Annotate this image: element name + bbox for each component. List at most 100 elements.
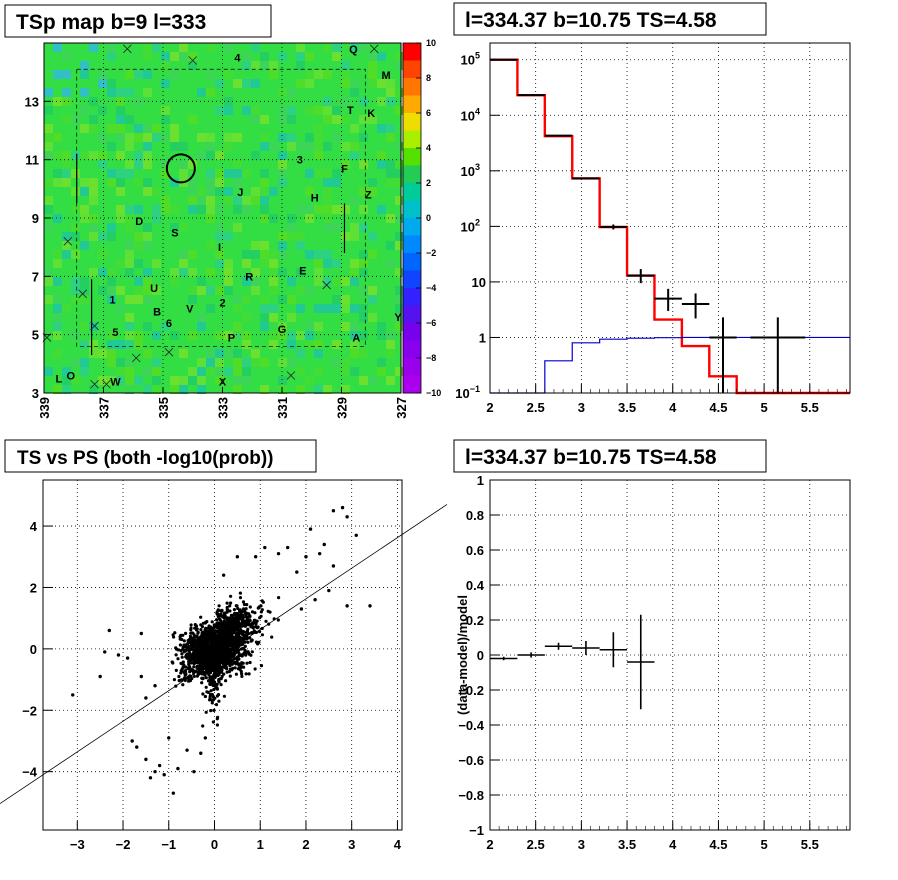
scatter-point bbox=[216, 717, 219, 720]
colorbar-tick-label: 10 bbox=[426, 38, 436, 48]
x-tick-label: 4.5 bbox=[709, 837, 727, 852]
scatter-point bbox=[243, 636, 246, 639]
scatter-point bbox=[188, 666, 191, 669]
heatmap-cell bbox=[323, 187, 332, 196]
scatter-point bbox=[218, 667, 221, 670]
heatmap-cell bbox=[80, 241, 89, 250]
scatter-point bbox=[215, 618, 218, 621]
heatmap-cell bbox=[332, 115, 341, 124]
heatmap-cell bbox=[80, 106, 89, 115]
heatmap-cell bbox=[125, 160, 134, 169]
heatmap-cell bbox=[206, 358, 215, 367]
spectrum-title: l=334.37 b=10.75 TS=4.58 bbox=[465, 9, 717, 32]
heatmap-cell bbox=[116, 304, 125, 313]
heatmap-cell bbox=[143, 295, 152, 304]
scatter-point bbox=[192, 665, 195, 668]
scatter-point bbox=[230, 614, 233, 617]
source-label: S bbox=[171, 228, 178, 240]
heatmap-cell bbox=[359, 223, 368, 232]
heatmap-cell bbox=[44, 268, 53, 277]
scatter-point bbox=[186, 657, 189, 660]
heatmap-cell bbox=[305, 331, 314, 340]
heatmap-cell bbox=[386, 88, 395, 97]
y-tick-label: 0 bbox=[477, 648, 484, 663]
colorbar-tick-label: −6 bbox=[426, 318, 436, 328]
heatmap-cell bbox=[296, 241, 305, 250]
scatter-point bbox=[209, 626, 212, 629]
scatter-point bbox=[202, 641, 205, 644]
heatmap-cell bbox=[62, 250, 71, 259]
heatmap-cell bbox=[332, 304, 341, 313]
heatmap-cell bbox=[89, 178, 98, 187]
heatmap-cell bbox=[143, 133, 152, 142]
heatmap-cell bbox=[62, 304, 71, 313]
heatmap-cell bbox=[125, 259, 134, 268]
heatmap-cell bbox=[170, 142, 179, 151]
heatmap-cell bbox=[116, 88, 125, 97]
heatmap-cell bbox=[197, 367, 206, 376]
heatmap-cell bbox=[332, 52, 341, 61]
heatmap-cell bbox=[350, 304, 359, 313]
scatter-point bbox=[251, 639, 254, 642]
scatter-point bbox=[235, 615, 238, 618]
scatter-point bbox=[236, 626, 239, 629]
scatter-point bbox=[222, 636, 225, 639]
heatmap-cell bbox=[89, 115, 98, 124]
heatmap-cell bbox=[206, 349, 215, 358]
heatmap-cell bbox=[116, 286, 125, 295]
heatmap-cell bbox=[134, 70, 143, 79]
heatmap-cell bbox=[89, 43, 98, 52]
heatmap-cell bbox=[152, 367, 161, 376]
scatter-point bbox=[233, 630, 236, 633]
heatmap-cell bbox=[125, 250, 134, 259]
scatter-point bbox=[204, 627, 207, 630]
scatter-point bbox=[209, 666, 212, 669]
scatter-point bbox=[258, 616, 261, 619]
heatmap-cell bbox=[287, 232, 296, 241]
heatmap-cell bbox=[305, 52, 314, 61]
heatmap-cell bbox=[89, 268, 98, 277]
heatmap-cell bbox=[107, 79, 116, 88]
scatter-point bbox=[192, 649, 195, 652]
x-tick-label: 4.5 bbox=[709, 400, 727, 415]
scatter-point bbox=[247, 650, 250, 653]
heatmap-cell bbox=[134, 97, 143, 106]
data-point bbox=[545, 135, 572, 136]
heatmap-cell bbox=[368, 250, 377, 259]
scatter-point bbox=[177, 675, 180, 678]
heatmap-cell bbox=[125, 115, 134, 124]
heatmap-cell bbox=[260, 133, 269, 142]
heatmap-cell bbox=[89, 151, 98, 160]
heatmap-cell bbox=[62, 52, 71, 61]
heatmap-cell bbox=[269, 214, 278, 223]
heatmap-cell bbox=[269, 142, 278, 151]
colorbar-segment bbox=[403, 218, 421, 236]
heatmap-cell bbox=[224, 196, 233, 205]
heatmap-cell bbox=[305, 214, 314, 223]
heatmap-cell bbox=[188, 61, 197, 70]
heatmap-cell bbox=[278, 160, 287, 169]
heatmap-cell bbox=[233, 133, 242, 142]
y-tick-label: −2 bbox=[22, 703, 37, 718]
heatmap-cell bbox=[260, 304, 269, 313]
heatmap-cell bbox=[386, 349, 395, 358]
heatmap-cell bbox=[134, 124, 143, 133]
scatter-point bbox=[199, 628, 202, 631]
heatmap-cell bbox=[368, 178, 377, 187]
scatter-point bbox=[249, 625, 252, 628]
source-label: 4 bbox=[234, 53, 241, 65]
heatmap-cell bbox=[179, 349, 188, 358]
heatmap-cell bbox=[71, 295, 80, 304]
scatter-point bbox=[222, 662, 225, 665]
heatmap-cell bbox=[359, 286, 368, 295]
scatter-point bbox=[194, 623, 197, 626]
scatter-point bbox=[226, 618, 229, 621]
heatmap-cell bbox=[224, 349, 233, 358]
scatter-point bbox=[205, 711, 208, 714]
colorbar-segment bbox=[403, 183, 421, 201]
heatmap-cell bbox=[314, 322, 323, 331]
scatter-point bbox=[232, 648, 235, 651]
heatmap-cell bbox=[314, 304, 323, 313]
heatmap-cell bbox=[71, 187, 80, 196]
